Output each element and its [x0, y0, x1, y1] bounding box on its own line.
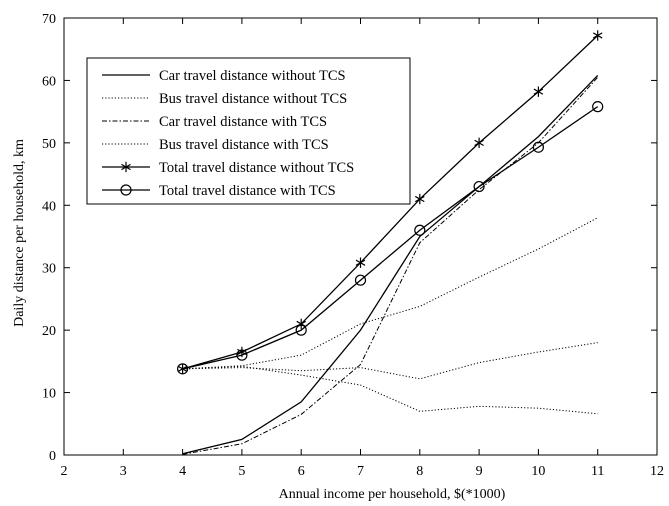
x-tick-label: 7: [357, 464, 364, 479]
legend-marker-5: [120, 184, 132, 196]
series-line-2: [182, 76, 599, 455]
y-tick-label: 30: [42, 262, 56, 277]
data-point-5-7: [592, 101, 604, 113]
x-tick-label: 4: [179, 464, 186, 479]
data-point-5-0: [177, 363, 189, 375]
x-tick-label: 10: [531, 464, 545, 479]
series-line-3: [182, 342, 598, 380]
legend-marker-4: [121, 161, 131, 173]
data-point-5-5: [473, 180, 485, 193]
y-tick-label: 70: [42, 12, 56, 27]
data-point-5-2: [295, 324, 307, 336]
y-tick-label: 10: [42, 387, 56, 402]
legend-label-5: Total travel distance with TCS: [159, 183, 336, 199]
data-point-4-4: [414, 193, 425, 205]
data-point-5-1: [236, 349, 248, 361]
x-tick-label: 12: [650, 464, 664, 479]
data-point-4-6: [533, 86, 544, 97]
data-point-5-4: [414, 224, 426, 236]
series-line-6: [182, 217, 598, 370]
x-tick-label: 11: [591, 464, 604, 479]
data-point-4-3: [355, 257, 366, 268]
x-tick-label: 9: [476, 464, 483, 479]
series-line-0: [182, 74, 599, 455]
legend-label-2: Car travel distance with TCS: [159, 114, 327, 130]
y-axis-title: Daily distance per household, km: [12, 139, 27, 327]
data-point-5-3: [354, 274, 367, 286]
y-tick-label: 40: [42, 199, 56, 214]
x-tick-label: 2: [61, 464, 68, 479]
data-point-5-6: [532, 141, 545, 153]
series-line-1: [182, 365, 598, 415]
data-point-4-7: [592, 30, 603, 41]
x-tick-label: 8: [416, 464, 423, 479]
legend-label-3: Bus travel distance with TCS: [159, 137, 329, 153]
legend-label-1: Bus travel distance without TCS: [159, 91, 347, 107]
legend-label-4: Total travel distance without TCS: [159, 160, 354, 176]
x-tick-label: 3: [120, 464, 127, 479]
x-tick-label: 6: [298, 464, 305, 479]
y-tick-label: 20: [42, 324, 56, 339]
y-tick-label: 50: [42, 137, 56, 152]
legend-label-0: Car travel distance without TCS: [159, 68, 346, 84]
series-line-5: [182, 106, 599, 370]
legend-box: [86, 57, 411, 205]
x-axis-title: Annual income per household, $(*1000): [279, 487, 506, 502]
y-tick-label: 60: [42, 74, 56, 89]
series-line-4: [182, 35, 599, 370]
y-tick-label: 0: [49, 449, 56, 464]
x-tick-label: 5: [238, 464, 245, 479]
data-point-4-5: [474, 137, 484, 149]
